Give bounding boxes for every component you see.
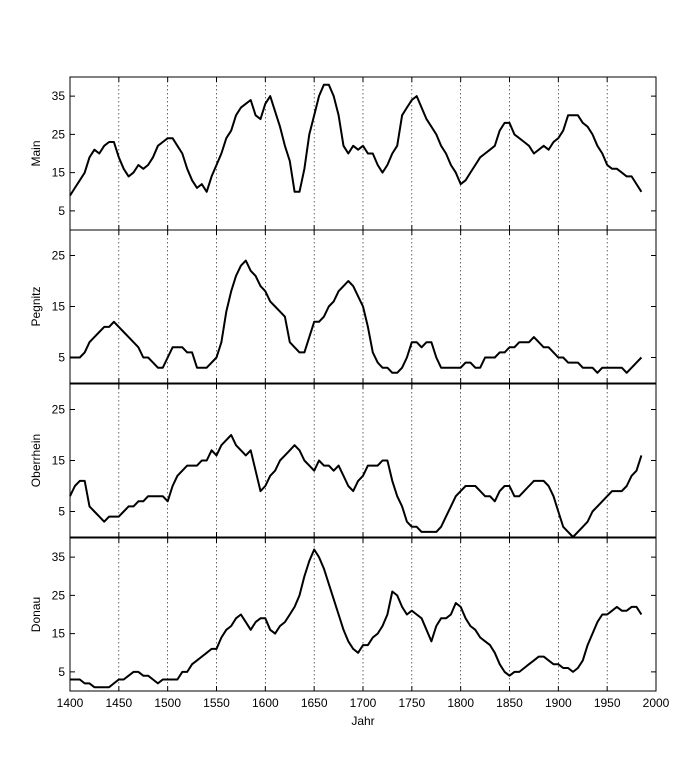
x-tick-label: 2000 — [643, 696, 670, 710]
y-axis-label: Main — [29, 140, 43, 166]
y-tick-label: 25 — [52, 403, 66, 417]
y-tick-label: 25 — [52, 127, 66, 141]
x-tick-label: 1500 — [154, 696, 181, 710]
x-tick-label: 1600 — [252, 696, 279, 710]
x-tick-label: 1900 — [545, 696, 572, 710]
x-tick-label: 1700 — [350, 696, 377, 710]
panel-frame — [69, 229, 657, 384]
x-tick-label: 1550 — [203, 696, 230, 710]
y-axis-label: Pegnitz — [29, 286, 43, 326]
x-tick-label: 1750 — [398, 696, 425, 710]
panel-donau: 5 15 25 35 Donau — [29, 537, 657, 692]
x-tick-label: 1850 — [496, 696, 523, 710]
series-line-main — [69, 83, 643, 197]
panel-pegnitz: 5 15 25 Pegnitz — [29, 229, 657, 384]
y-axis-label: Oberrhein — [29, 434, 43, 487]
x-tick-label: 1950 — [594, 696, 621, 710]
x-axis-label: Jahr — [351, 714, 374, 728]
y-tick-label: 5 — [58, 665, 65, 679]
panel-oberrhein: 5 15 25 Oberrhein — [29, 383, 657, 538]
y-tick-label: 25 — [52, 588, 66, 602]
y-tick-label: 15 — [52, 300, 66, 314]
panel-frame — [69, 383, 657, 538]
y-tick-label: 25 — [52, 249, 66, 263]
x-tick-label: 1400 — [57, 696, 84, 710]
panel-main: 5 15 25 35 Main — [29, 76, 657, 231]
y-tick-label: 5 — [58, 505, 65, 519]
series-line-donau — [70, 548, 643, 689]
y-tick-label: 35 — [52, 89, 66, 103]
y-tick-label: 15 — [52, 627, 66, 641]
y-tick-label: 15 — [52, 454, 66, 468]
x-tick-label: 1650 — [301, 696, 328, 710]
y-axis-label: Donau — [29, 597, 43, 632]
x-tick-label: 1450 — [105, 696, 132, 710]
series-line-pegnitz — [70, 259, 643, 374]
x-tick-label: 1800 — [447, 696, 474, 710]
panel-frame — [69, 537, 657, 692]
y-tick-label: 35 — [52, 550, 66, 564]
y-tick-label: 15 — [52, 166, 66, 180]
panels: 5 15 25 35 Main 5 15 25 Pegnitz 5 15 25 Oberrhein 5 15… — [29, 76, 670, 710]
y-tick-label: 5 — [58, 204, 65, 218]
series-line-oberrhein — [69, 434, 643, 538]
y-tick-label: 5 — [58, 351, 65, 365]
